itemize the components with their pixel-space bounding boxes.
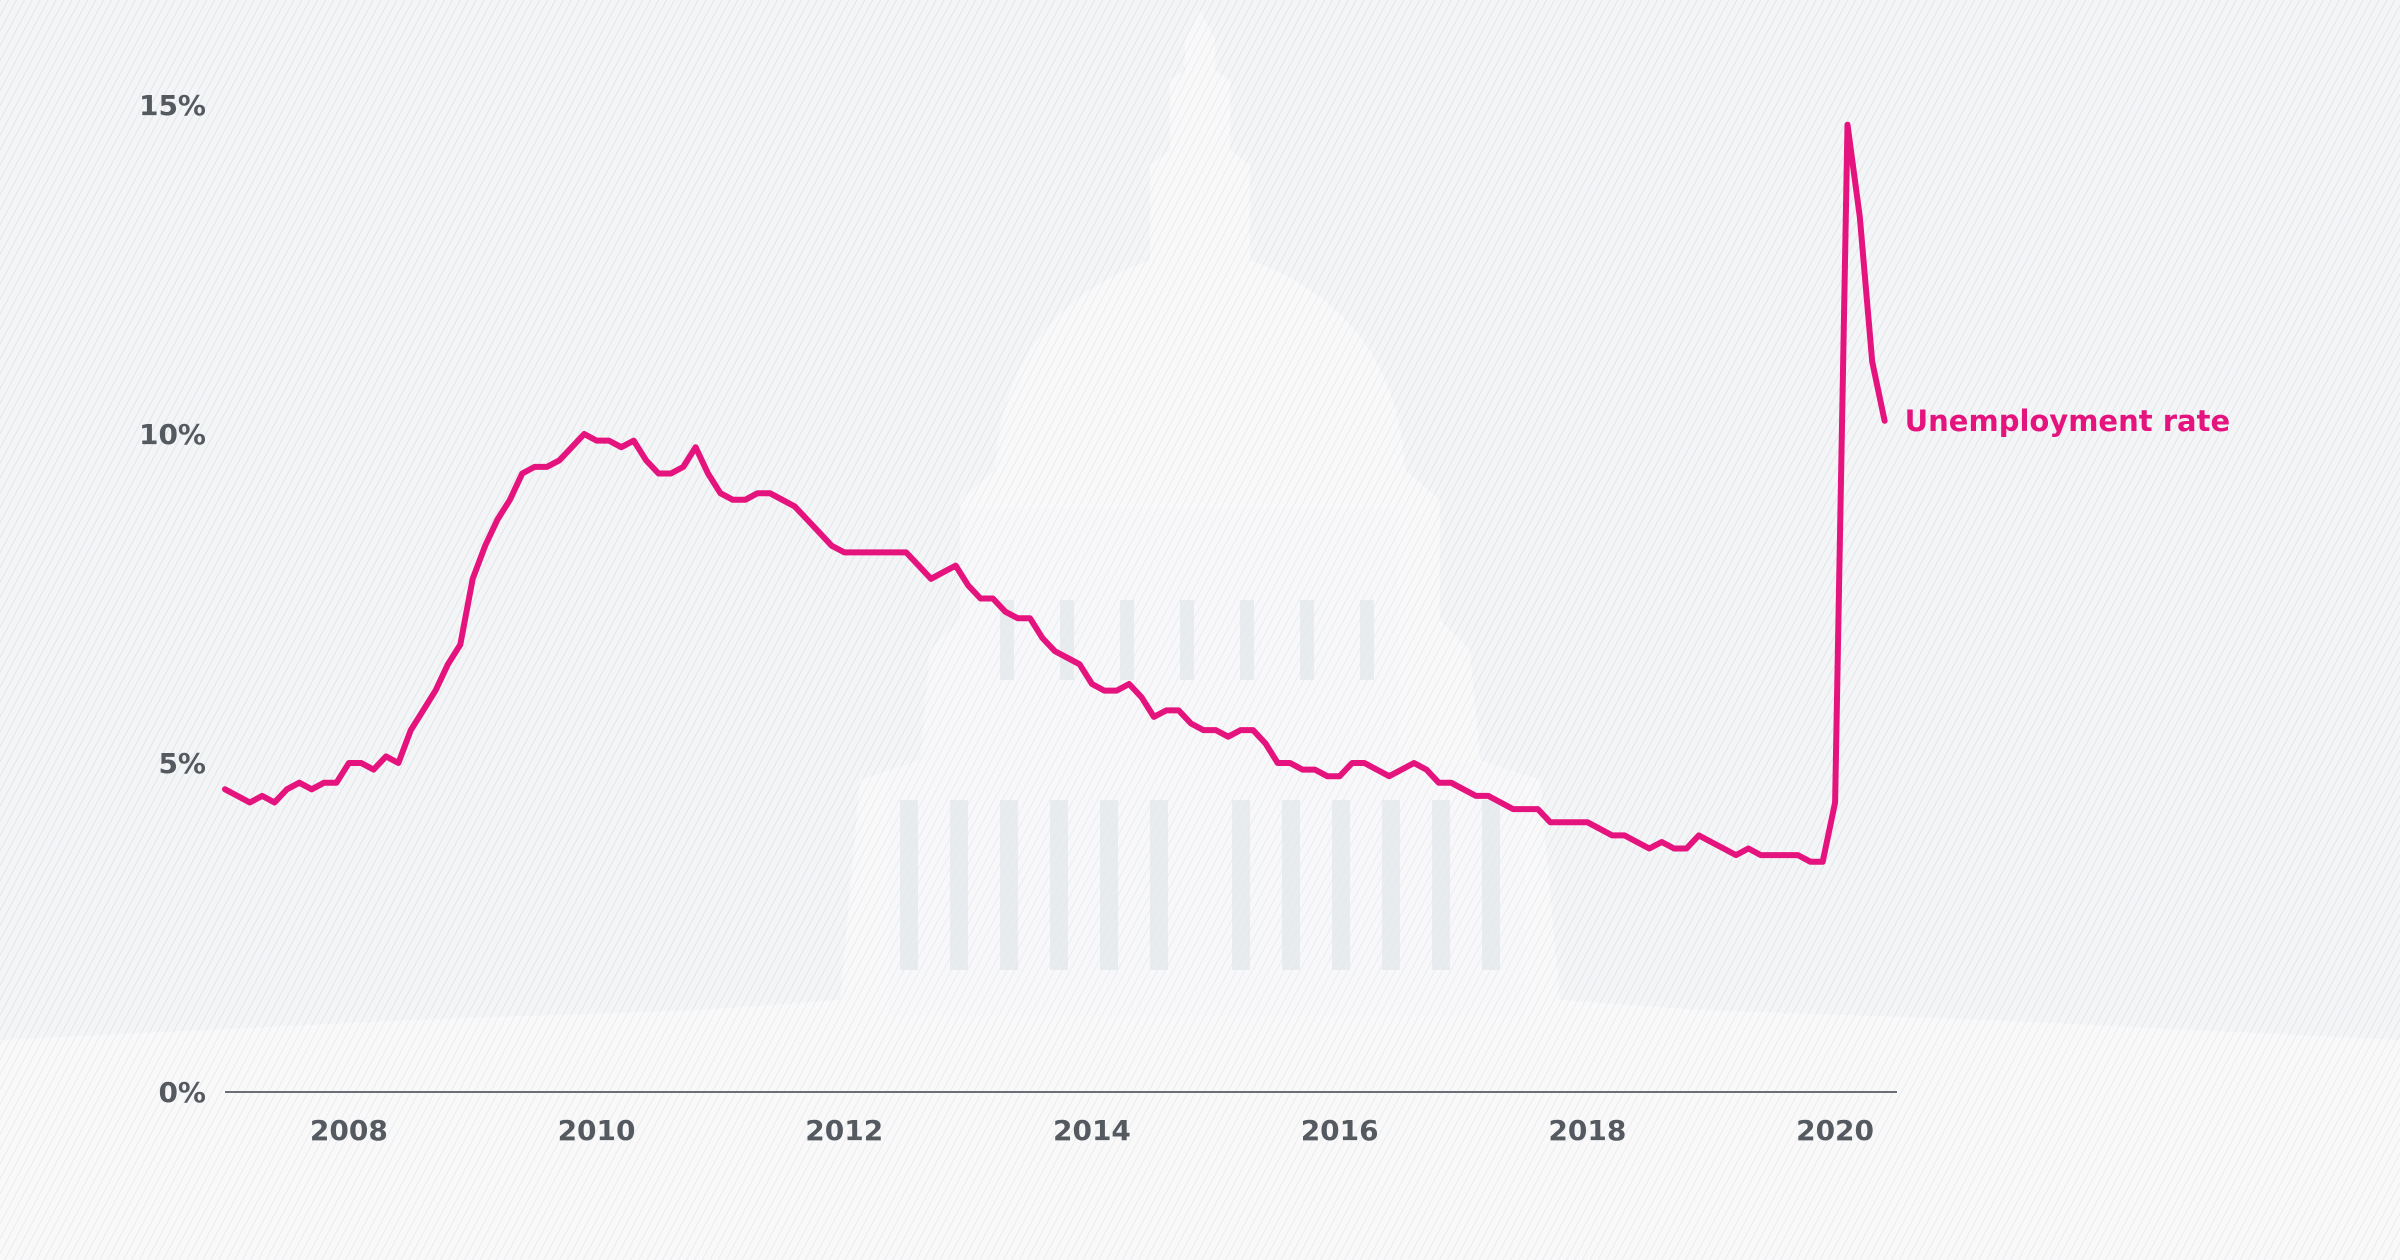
- series-line-unemployment-rate: [222, 121, 1888, 865]
- x-tick-label: 2020: [1796, 1114, 1874, 1147]
- capitol-columns: [900, 600, 1500, 970]
- x-tick-label: 2010: [558, 1114, 636, 1147]
- y-tick-label: 0%: [158, 1076, 206, 1109]
- x-tick-label: 2012: [805, 1114, 883, 1147]
- x-tick-label: 2008: [310, 1114, 388, 1147]
- capitol-building-illustration: [0, 10, 2400, 1260]
- y-tick-label: 10%: [139, 418, 206, 451]
- y-tick-label: 15%: [139, 89, 206, 122]
- x-tick-label: 2014: [1053, 1114, 1131, 1147]
- y-tick-label: 5%: [158, 747, 206, 780]
- series-group: Unemployment rate: [222, 121, 2230, 865]
- y-axis-tick-labels: 0% 5% 10% 15%: [139, 89, 206, 1109]
- x-axis-tick-labels: 2008 2010 2012 2014 2016 2018 2020: [310, 1114, 1874, 1147]
- x-tick-label: 2016: [1301, 1114, 1379, 1147]
- x-tick-label: 2018: [1548, 1114, 1626, 1147]
- series-label-unemployment-rate: Unemployment rate: [1905, 404, 2230, 438]
